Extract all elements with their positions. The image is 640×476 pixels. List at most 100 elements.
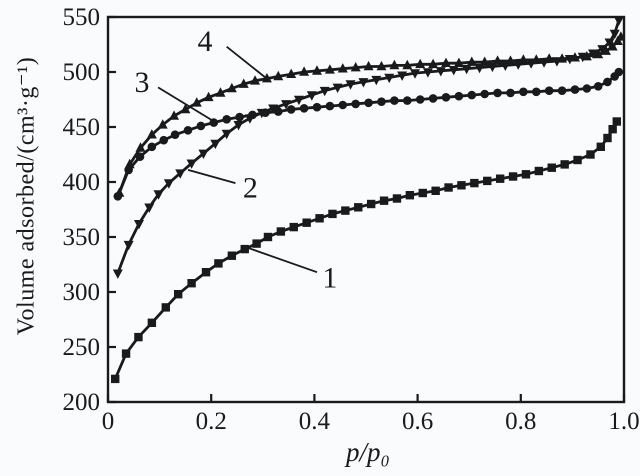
triangle-up-marker: [505, 55, 516, 65]
square-marker: [147, 318, 157, 327]
square-marker: [457, 181, 466, 190]
circle-marker: [506, 88, 515, 98]
square-marker: [173, 290, 183, 299]
y-tick-label: 300: [63, 279, 101, 306]
square-marker: [483, 176, 492, 186]
square-marker: [276, 227, 286, 236]
circle-marker: [544, 86, 554, 95]
square-marker: [252, 239, 261, 248]
triangle-up-marker: [440, 57, 451, 67]
circle-marker: [441, 93, 451, 102]
triangle-up-marker: [376, 60, 387, 71]
x-axis-title: p/p₀: [346, 437, 390, 467]
square-marker: [560, 160, 569, 169]
square-marker: [586, 150, 595, 159]
triangle-up-marker: [191, 97, 202, 107]
square-marker: [111, 374, 120, 384]
square-marker: [263, 232, 273, 242]
triangle-up-marker: [203, 91, 214, 102]
triangle-down-marker: [112, 269, 123, 279]
circle-marker: [183, 126, 193, 135]
triangle-down-marker: [397, 71, 408, 81]
circle-marker: [415, 95, 425, 104]
circle-marker: [493, 88, 502, 98]
triangle-down-marker: [597, 45, 608, 55]
triangle-up-marker: [261, 73, 272, 83]
triangle-down-marker: [123, 240, 134, 251]
triangle-down-marker: [474, 63, 485, 74]
x-tick-label: 0.8: [505, 408, 536, 435]
square-marker: [534, 166, 544, 176]
square-marker: [302, 218, 311, 227]
triangle-up-marker: [324, 64, 335, 74]
triangle-up-marker: [337, 63, 348, 73]
circle-marker: [196, 121, 206, 131]
series-4: [114, 31, 624, 197]
triangle-down-marker: [371, 75, 382, 86]
triangle-down-marker: [153, 190, 164, 200]
circle-marker: [135, 152, 145, 161]
x-tick-label: 0.2: [196, 408, 227, 435]
y-tick-label: 200: [63, 389, 101, 416]
y-tick-label: 400: [63, 169, 101, 196]
triangle-down-marker: [233, 121, 244, 131]
series-2-curve: [116, 17, 622, 274]
circle-marker: [364, 98, 373, 108]
triangle-up-marker: [415, 58, 426, 69]
triangle-up-marker: [273, 70, 284, 81]
circle-marker: [390, 96, 399, 105]
y-tick-label: 550: [63, 4, 101, 31]
triangle-down-marker: [448, 66, 459, 76]
square-marker: [366, 199, 376, 209]
triangle-up-marker: [114, 187, 125, 197]
circle-marker: [428, 94, 438, 103]
triangle-up-marker: [299, 66, 310, 76]
square-marker: [508, 172, 518, 181]
series-2: [112, 17, 624, 279]
circle-marker: [351, 99, 360, 109]
triangle-up-marker: [226, 82, 237, 93]
circle-marker: [325, 101, 335, 111]
circle-marker: [519, 87, 528, 97]
triangle-down-marker: [410, 69, 421, 79]
triangle-up-marker: [124, 158, 135, 169]
triangle-up-marker: [581, 51, 592, 61]
y-tick-label: 350: [63, 224, 101, 251]
triangle-down-marker: [306, 91, 317, 101]
square-marker: [603, 133, 612, 143]
triangle-up-marker: [615, 31, 624, 41]
circle-marker: [582, 84, 592, 93]
triangle-up-marker: [593, 48, 604, 59]
square-marker: [315, 214, 324, 223]
triangle-down-marker: [614, 17, 624, 26]
triangle-down-marker: [268, 104, 279, 114]
triangle-down-marker: [163, 179, 174, 189]
square-marker: [134, 332, 143, 342]
circle-marker: [261, 108, 270, 117]
triangle-down-marker: [604, 38, 615, 48]
x-tick-label: 0.4: [299, 408, 331, 435]
square-marker: [354, 203, 363, 212]
curve-label-2: 2: [243, 172, 258, 205]
y-tick-label: 450: [63, 114, 101, 141]
curve-label-4: 4: [198, 25, 213, 58]
square-marker: [289, 222, 298, 232]
circle-marker: [603, 77, 612, 87]
triangle-down-marker: [293, 95, 304, 106]
square-marker: [341, 206, 350, 215]
triangle-up-marker: [479, 56, 490, 66]
circle-marker: [248, 110, 257, 120]
square-marker: [495, 174, 505, 183]
triangle-down-marker: [319, 86, 330, 97]
triangle-up-marker: [238, 78, 249, 88]
circle-marker: [286, 105, 296, 114]
triangle-up-marker: [531, 54, 542, 64]
square-marker: [161, 303, 170, 312]
circle-marker: [454, 91, 464, 101]
y-tick-label: 250: [63, 334, 101, 361]
circle-marker: [480, 89, 489, 99]
square-marker: [240, 244, 249, 254]
x-tick-label: 0.6: [402, 408, 433, 435]
series-3-curve: [116, 71, 620, 197]
